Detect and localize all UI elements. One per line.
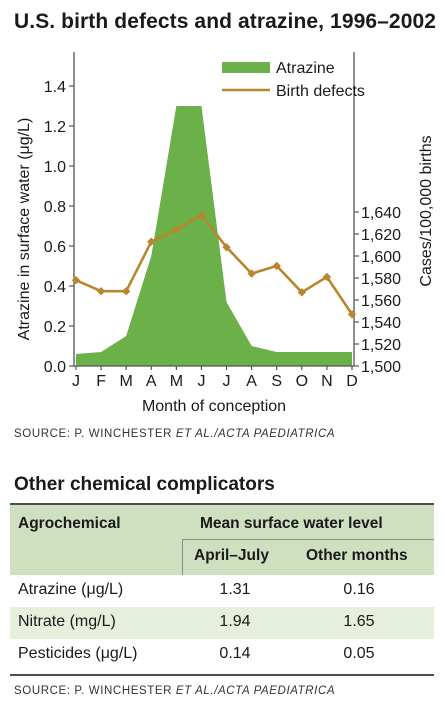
right-tick-label: 1,540 — [361, 315, 401, 332]
birth-defects-point — [121, 287, 131, 296]
x-tick-label: D — [346, 373, 358, 390]
x-tick-label: J — [223, 373, 231, 390]
header-column-divider — [182, 539, 183, 575]
source-italic: ET AL./ACTA PAEDIATRICA — [175, 685, 336, 697]
left-axis-label: Atrazine in surface water (μg/L) — [16, 118, 33, 341]
left-tick-label: 0.4 — [44, 279, 66, 296]
chemical-table: Agrochemical Mean surface water level Ap… — [10, 503, 434, 676]
left-tick-label: 0.6 — [44, 239, 66, 256]
legend-label-birth-defects: Birth defects — [276, 83, 365, 100]
row-other-months: 0.16 — [343, 581, 375, 598]
row-april-july: 1.31 — [219, 581, 251, 598]
row-april-july: 1.94 — [219, 613, 251, 630]
right-tick-label: 1,620 — [361, 227, 401, 244]
table-row: Nitrate (mg/L) 1.94 1.65 — [10, 607, 434, 639]
right-tick-label: 1,640 — [361, 205, 401, 222]
x-tick-label: O — [296, 373, 308, 390]
birth-defects-point — [247, 269, 256, 278]
left-tick-label: 1.0 — [44, 159, 66, 176]
table-row: Atrazine (μg/L) 1.31 0.16 — [10, 575, 434, 607]
birth-defects-point — [297, 288, 307, 297]
row-chemical: Atrazine (μg/L) — [18, 581, 124, 598]
header-other-months: Other months — [306, 547, 408, 564]
row-chemical: Nitrate (mg/L) — [18, 613, 116, 630]
birth-defects-point — [347, 310, 357, 319]
table-row: Pesticides (μg/L) 0.14 0.05 — [10, 639, 434, 671]
row-other-months: 1.65 — [343, 613, 375, 630]
header-mean-level: Mean surface water level — [200, 515, 383, 532]
x-axis-label: Month of conception — [142, 398, 286, 415]
header-agrochemical: Agrochemical — [18, 515, 121, 532]
source-italic: ET AL./ACTA PAEDIATRICA — [175, 428, 336, 440]
x-tick-label: S — [271, 373, 282, 390]
chart-source: SOURCE: P. WINCHESTER ET AL./ACTA PAEDIA… — [14, 428, 335, 440]
right-tick-label: 1,600 — [361, 249, 401, 266]
x-tick-label: N — [321, 373, 333, 390]
right-tick-label: 1,520 — [361, 337, 401, 354]
birth-defects-point — [197, 211, 206, 220]
right-tick-label: 1,560 — [361, 293, 401, 310]
birth-defects-point — [322, 272, 332, 282]
left-tick-label: 1.4 — [44, 79, 66, 96]
right-axis-label: Cases/100,000 births — [418, 135, 435, 286]
x-tick-label: J — [197, 373, 205, 390]
right-tick-label: 1,500 — [361, 359, 401, 376]
birth-defects-point — [272, 261, 281, 271]
chart-title: U.S. birth defects and atrazine, 1996–20… — [14, 10, 437, 33]
x-tick-label: A — [246, 373, 257, 390]
header-divider — [182, 539, 434, 540]
table-source: SOURCE: P. WINCHESTER ET AL./ACTA PAEDIA… — [14, 685, 335, 697]
header-april-july: April–July — [194, 547, 269, 564]
source-prefix: SOURCE: P. WINCHESTER — [14, 428, 176, 440]
x-tick-label: F — [96, 373, 106, 390]
birth-defects-point — [71, 276, 81, 285]
row-other-months: 0.05 — [343, 645, 375, 662]
x-tick-label: A — [146, 373, 157, 390]
table-header: Agrochemical Mean surface water level Ap… — [10, 505, 434, 575]
row-april-july: 0.14 — [219, 645, 251, 662]
x-tick-label: M — [170, 373, 183, 390]
birth-defects-point — [147, 237, 156, 246]
left-tick-label: 0.0 — [44, 359, 66, 376]
legend-swatch-atrazine — [222, 62, 270, 73]
right-tick-label: 1,580 — [361, 271, 401, 288]
birth-defects-point — [172, 225, 181, 234]
atrazine-area — [76, 106, 352, 366]
legend-label-atrazine: Atrazine — [276, 60, 335, 77]
birth-defects-point — [96, 287, 106, 296]
table-title: Other chemical complicators — [14, 474, 275, 495]
chart: 0.0 0.2 0.4 0.6 0.8 1.0 1.2 1.4 1,500 1,520 1,540 1… — [16, 52, 435, 415]
x-tick-label: J — [72, 373, 80, 390]
row-chemical: Pesticides (μg/L) — [18, 645, 138, 662]
x-tick-label: M — [120, 373, 133, 390]
left-tick-label: 0.8 — [44, 199, 66, 216]
left-tick-label: 1.2 — [44, 119, 66, 136]
source-prefix: SOURCE: P. WINCHESTER — [14, 685, 176, 697]
birth-defects-point — [222, 243, 231, 252]
left-tick-label: 0.2 — [44, 319, 66, 336]
